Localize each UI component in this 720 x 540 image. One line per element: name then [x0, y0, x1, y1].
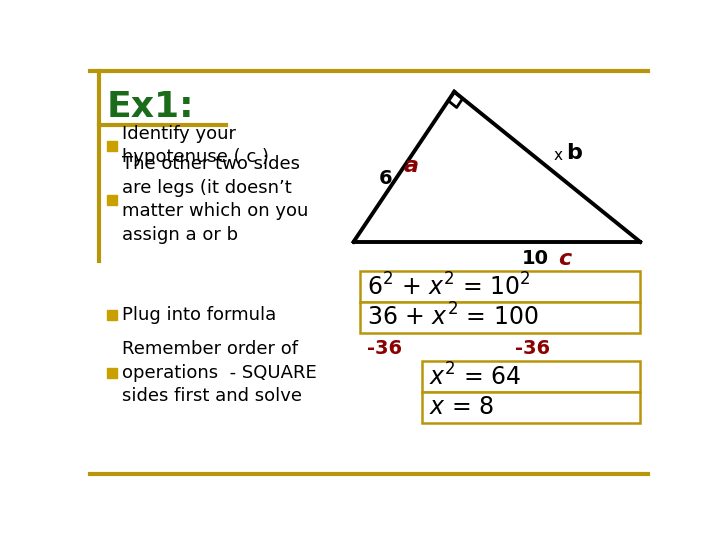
Text: 6: 6 [379, 169, 393, 188]
Text: $6^2$ + $x^2$ = $10^2$: $6^2$ + $x^2$ = $10^2$ [367, 273, 531, 300]
FancyBboxPatch shape [107, 141, 117, 151]
Text: Remember order of
operations  - SQUARE
sides first and solve: Remember order of operations - SQUARE si… [122, 340, 317, 406]
FancyBboxPatch shape [422, 361, 640, 392]
Text: 10: 10 [521, 249, 549, 268]
Text: The other two sides
are legs (it doesn’t
matter which on you
assign a or b: The other two sides are legs (it doesn’t… [122, 155, 308, 244]
Text: x: x [554, 148, 562, 163]
FancyBboxPatch shape [422, 392, 640, 423]
Text: Identify your
hypotenuse ( c ): Identify your hypotenuse ( c ) [122, 125, 269, 166]
FancyBboxPatch shape [107, 310, 117, 320]
Text: -36: -36 [367, 339, 402, 357]
Text: $36$ + $x^2$ = $100$: $36$ + $x^2$ = $100$ [367, 304, 539, 331]
Text: b: b [567, 143, 582, 163]
Text: $x$ = 8: $x$ = 8 [429, 395, 495, 420]
FancyBboxPatch shape [360, 271, 640, 302]
Text: $x^2$ = 64: $x^2$ = 64 [429, 363, 522, 390]
Text: a: a [404, 157, 419, 177]
Text: c: c [558, 249, 571, 269]
Text: Ex1:: Ex1: [107, 90, 194, 124]
Text: Plug into formula: Plug into formula [122, 306, 276, 324]
Text: -36: -36 [515, 339, 550, 357]
FancyBboxPatch shape [107, 195, 117, 205]
FancyBboxPatch shape [107, 368, 117, 378]
FancyBboxPatch shape [360, 302, 640, 333]
